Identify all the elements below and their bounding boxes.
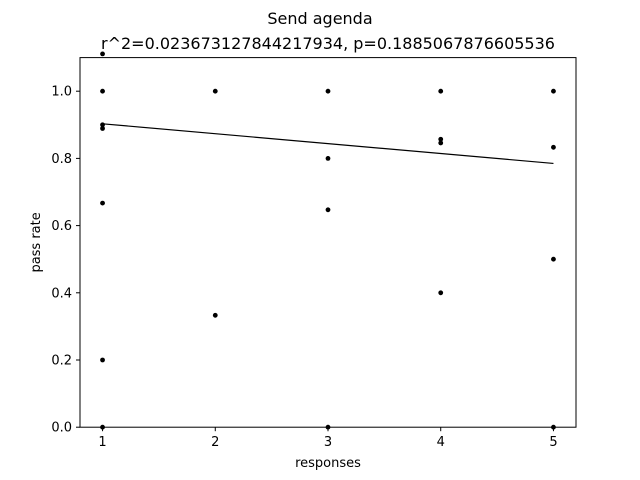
data-point [212,312,218,318]
data-point [100,122,105,128]
data-point [325,207,331,213]
data-point [100,200,105,206]
x-tick-label: 5 [549,435,557,450]
data-point [438,136,444,142]
x-tick-label: 2 [211,435,219,450]
regression-line [102,123,554,165]
y-axis: 0.0 0.2 0.4 0.6 0.8 1.0 [51,85,80,436]
data-point [100,88,105,94]
x-tick-label: 4 [437,435,445,450]
x-tick-label: 3 [324,435,332,450]
y-tick-label: 1.0 [51,85,72,100]
data-point [100,51,105,57]
data-point [212,88,218,94]
data-point [551,144,556,150]
axes-frame [79,57,577,428]
y-tick-label: 0.2 [51,354,72,369]
data-point [325,156,331,161]
chart-title: Send agenda [267,9,372,28]
y-tick-label: 0.4 [51,286,72,301]
plot-area [100,51,556,430]
data-point [438,290,444,296]
chart-subtitle: r^2=0.023673127844217934, p=0.1885067876… [101,34,555,53]
data-point [551,88,556,94]
y-tick-label: 0.6 [51,219,72,234]
y-tick-label: 0.8 [51,152,72,167]
data-point [551,256,556,262]
x-axis-label: responses [295,456,361,471]
data-point [325,88,331,94]
data-point [100,126,105,131]
data-point [100,357,105,363]
y-tick-label: 0.0 [51,421,72,436]
x-axis: 1 2 3 4 5 [98,427,558,450]
data-point [438,140,444,146]
y-axis-label: pass rate [29,212,44,272]
x-tick-label: 1 [98,435,106,450]
data-point [438,88,444,94]
